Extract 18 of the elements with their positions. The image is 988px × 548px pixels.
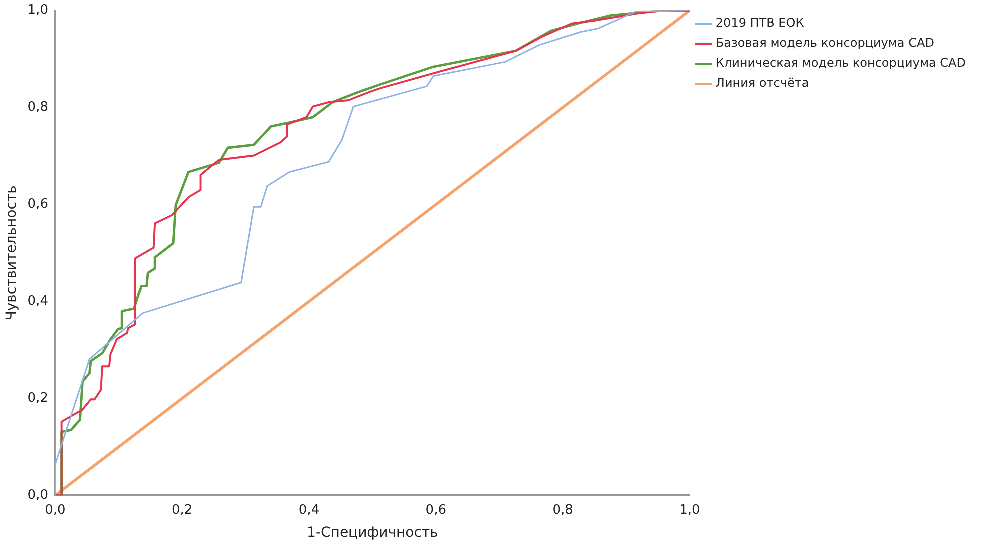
x-tick-label: 0,8 (552, 502, 574, 518)
legend-label: 2019 ПТВ ЕОК (716, 16, 805, 30)
x-axis-title: 1-Специфичность (307, 525, 438, 542)
legend-label: Клиническая модель консорциума CAD (716, 56, 966, 70)
x-tick-label: 0,2 (172, 502, 193, 518)
y-tick-label: 0,8 (28, 100, 48, 116)
y-tick-label: 0,0 (28, 488, 48, 503)
y-tick-label: 0,4 (28, 294, 48, 310)
x-tick-label: 0,4 (298, 502, 320, 518)
legend-label: Базовая модель консорциума CAD (716, 36, 934, 50)
y-tick-label: 1,0 (28, 3, 48, 18)
legend-label: Линия отсчёта (716, 76, 810, 90)
x-tick-label: 0,0 (45, 502, 66, 518)
y-tick-label: 0,6 (28, 197, 48, 212)
x-tick-label: 1,0 (680, 502, 700, 518)
y-axis-title: Чувствительность (4, 186, 20, 321)
y-tick-label: 0,2 (28, 391, 48, 406)
x-tick-label: 0,6 (426, 502, 446, 518)
